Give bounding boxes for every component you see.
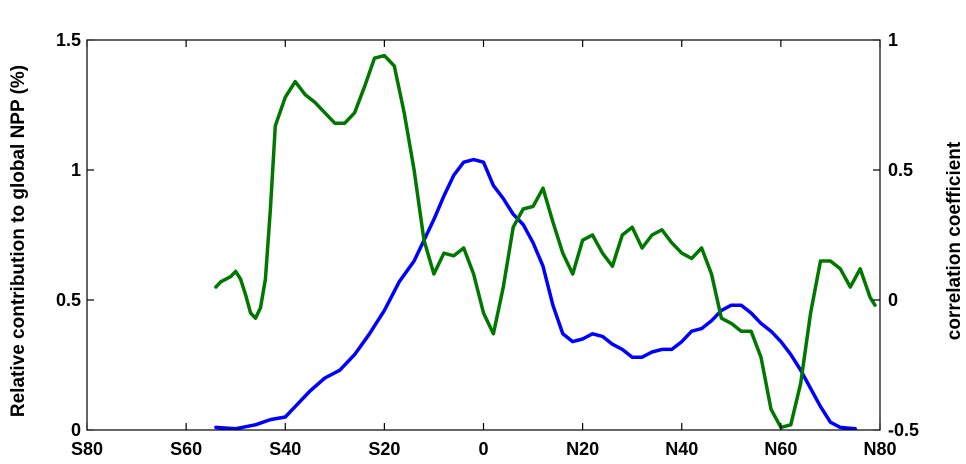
x-tick-label: N40: [665, 439, 698, 459]
x-tick-label: N80: [863, 439, 896, 459]
y-left-tick-label: 0: [71, 420, 81, 440]
x-tick-label: S20: [368, 439, 400, 459]
y-left-tick-label: 1: [71, 160, 81, 180]
y-left-axis-title: Relative contribution to global NPP (%): [8, 65, 29, 417]
plot-frame: [86, 39, 881, 431]
correlation-line: [214, 53, 877, 430]
y-left-tick-label: 1.5: [56, 30, 81, 50]
y-right-tick-label: 0.5: [888, 160, 913, 180]
x-tick-label: N60: [764, 439, 797, 459]
npp-contribution-line: [214, 157, 857, 431]
x-tick-label: S80: [71, 439, 103, 459]
y-right-axis-title: correlation coefficient: [944, 141, 965, 340]
y-left-tick-label: 0.5: [56, 290, 81, 310]
y-right-tick-label: 0: [888, 290, 898, 310]
plot-layer: [214, 53, 877, 431]
axes-layer: [86, 39, 881, 431]
x-tick-label: 0: [478, 439, 488, 459]
x-tick-label: N20: [566, 439, 599, 459]
x-tick-label: S40: [269, 439, 301, 459]
y-right-tick-label: -0.5: [888, 420, 919, 440]
labels-layer: S80 S60 S40 S20 0 N20 N40 N60 N80 0 0.5 1 1.5 -0.5 0 0.…: [8, 30, 965, 459]
y-right-tick-label: 1: [888, 30, 898, 50]
x-tick-label: S60: [170, 439, 202, 459]
